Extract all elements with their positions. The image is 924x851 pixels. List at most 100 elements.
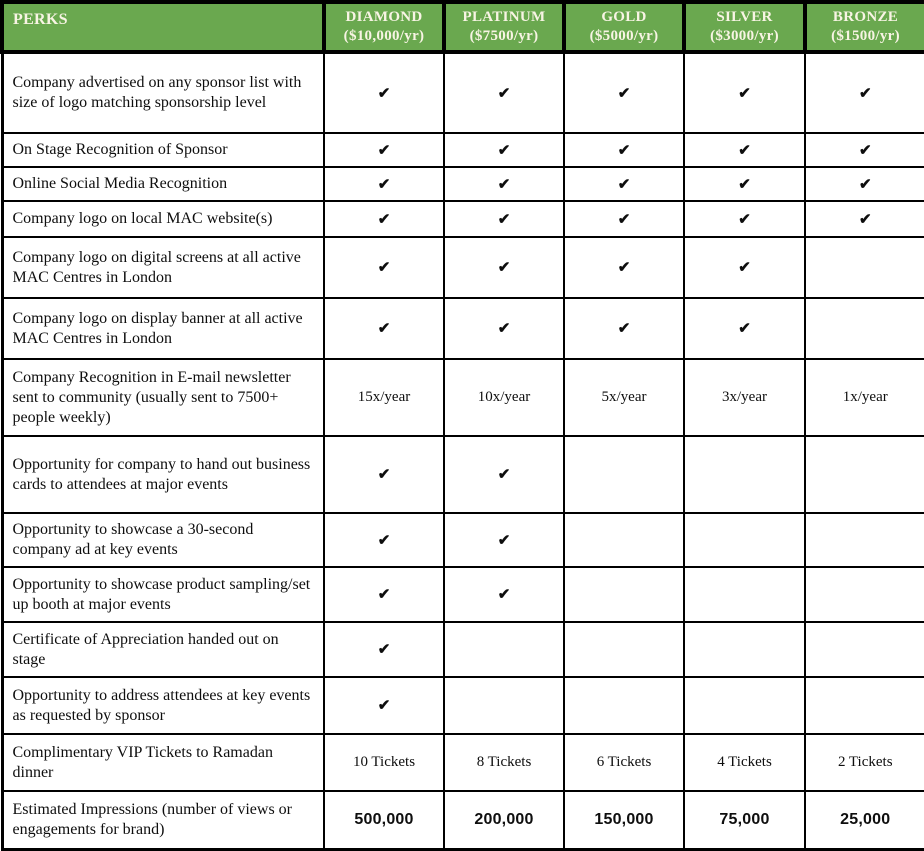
value-cell: [563, 621, 685, 678]
perk-cell: Online Social Media Recognition: [1, 166, 325, 202]
perk-cell: Company logo on display banner at all ac…: [1, 297, 325, 360]
table-row: Estimated Impressions (number of views o…: [1, 790, 924, 850]
check-icon: ✔: [323, 166, 445, 202]
table-row: Company Recognition in E-mail newsletter…: [1, 358, 924, 437]
check-icon: ✔: [683, 132, 806, 168]
value-cell: 2 Tickets: [804, 733, 924, 792]
check-icon: ✔: [443, 51, 565, 134]
perk-cell: Opportunity to showcase a 30-second comp…: [1, 512, 325, 568]
column-label: PLATINUM: [462, 8, 546, 25]
value-cell: [804, 236, 924, 299]
check-icon: ✔: [563, 132, 685, 168]
perk-cell: Company advertised on any sponsor list w…: [1, 51, 325, 134]
value-cell: [683, 435, 806, 514]
check-icon: ✔: [443, 435, 565, 514]
table-row: Opportunity to address attendees at key …: [1, 676, 924, 735]
check-icon: ✔: [804, 51, 924, 134]
value-cell: 150,000: [563, 790, 685, 850]
check-icon: ✔: [443, 132, 565, 168]
table-header: PERKS DIAMOND ($10,000/yr) PLATINUM ($7500/y…: [0, 0, 924, 54]
check-icon: ✔: [563, 236, 685, 299]
check-icon: ✔: [323, 236, 445, 299]
perk-cell: Company logo on local MAC website(s): [1, 200, 325, 238]
perk-cell: Opportunity to address attendees at key …: [1, 676, 325, 735]
table-row: Online Social Media Recognition ✔ ✔ ✔ ✔ ✔: [1, 166, 924, 202]
value-cell: 200,000: [443, 790, 565, 850]
perk-cell: On Stage Recognition of Sponsor: [1, 132, 325, 168]
column-label: PERKS: [13, 11, 68, 28]
value-cell: 3x/year: [683, 358, 806, 437]
check-icon: ✔: [323, 435, 445, 514]
check-icon: ✔: [804, 200, 924, 238]
column-price: ($1500/yr): [831, 28, 900, 44]
value-cell: [804, 512, 924, 568]
check-icon: ✔: [683, 200, 806, 238]
check-icon: ✔: [323, 51, 445, 134]
check-icon: ✔: [443, 166, 565, 202]
check-icon: ✔: [683, 51, 806, 134]
value-cell: [683, 676, 806, 735]
value-cell: 4 Tickets: [683, 733, 806, 792]
value-cell: 1x/year: [804, 358, 924, 437]
column-header-diamond: DIAMOND ($10,000/yr): [322, 0, 446, 54]
column-header-gold: GOLD ($5000/yr): [562, 0, 686, 54]
column-header-bronze: BRONZE ($1500/yr): [803, 0, 924, 54]
column-label: GOLD: [601, 8, 647, 25]
value-cell: [683, 512, 806, 568]
value-cell: 500,000: [323, 790, 445, 850]
value-cell: [443, 621, 565, 678]
value-cell: 8 Tickets: [443, 733, 565, 792]
check-icon: ✔: [323, 621, 445, 678]
value-cell: [563, 512, 685, 568]
value-cell: 15x/year: [323, 358, 445, 437]
value-cell: 10 Tickets: [323, 733, 445, 792]
value-cell: 10x/year: [443, 358, 565, 437]
column-header-platinum: PLATINUM ($7500/yr): [442, 0, 566, 54]
column-header-silver: SILVER ($3000/yr): [682, 0, 807, 54]
check-icon: ✔: [563, 51, 685, 134]
check-icon: ✔: [683, 297, 806, 360]
perk-cell: Opportunity for company to hand out busi…: [1, 435, 325, 514]
table-row: Opportunity to showcase product sampling…: [1, 566, 924, 623]
check-icon: ✔: [804, 166, 924, 202]
check-icon: ✔: [563, 200, 685, 238]
table-row: Company logo on display banner at all ac…: [1, 297, 924, 360]
table-row: On Stage Recognition of Sponsor ✔ ✔ ✔ ✔ ✔: [1, 132, 924, 168]
column-price: ($7500/yr): [469, 28, 539, 44]
check-icon: ✔: [443, 200, 565, 238]
check-icon: ✔: [443, 566, 565, 623]
column-header-perks: PERKS: [0, 0, 326, 54]
table-row: Company logo on digital screens at all a…: [1, 236, 924, 299]
table-row: Opportunity for company to hand out busi…: [1, 435, 924, 514]
value-cell: [563, 435, 685, 514]
value-cell: [443, 676, 565, 735]
table-row: Company advertised on any sponsor list w…: [1, 51, 924, 134]
column-price: ($10,000/yr): [343, 28, 425, 44]
perk-cell: Certificate of Appreciation handed out o…: [1, 621, 325, 678]
value-cell: [563, 676, 685, 735]
table-body: Company advertised on any sponsor list w…: [1, 51, 924, 850]
check-icon: ✔: [683, 236, 806, 299]
check-icon: ✔: [443, 236, 565, 299]
column-label: SILVER: [716, 8, 773, 25]
check-icon: ✔: [323, 676, 445, 735]
value-cell: 25,000: [804, 790, 924, 850]
column-price: ($5000/yr): [589, 28, 659, 44]
check-icon: ✔: [443, 297, 565, 360]
perk-cell: Company logo on digital screens at all a…: [1, 236, 325, 299]
perk-cell: Complimentary VIP Tickets to Ramadan din…: [1, 733, 325, 792]
check-icon: ✔: [323, 132, 445, 168]
column-price: ($3000/yr): [710, 28, 779, 44]
table-row: Certificate of Appreciation handed out o…: [1, 621, 924, 678]
check-icon: ✔: [804, 132, 924, 168]
perk-cell: Company Recognition in E-mail newsletter…: [1, 358, 325, 437]
check-icon: ✔: [323, 566, 445, 623]
column-label: BRONZE: [832, 8, 899, 25]
value-cell: [804, 676, 924, 735]
check-icon: ✔: [323, 512, 445, 568]
value-cell: [804, 435, 924, 514]
table-row: Complimentary VIP Tickets to Ramadan din…: [1, 733, 924, 792]
check-icon: ✔: [563, 297, 685, 360]
